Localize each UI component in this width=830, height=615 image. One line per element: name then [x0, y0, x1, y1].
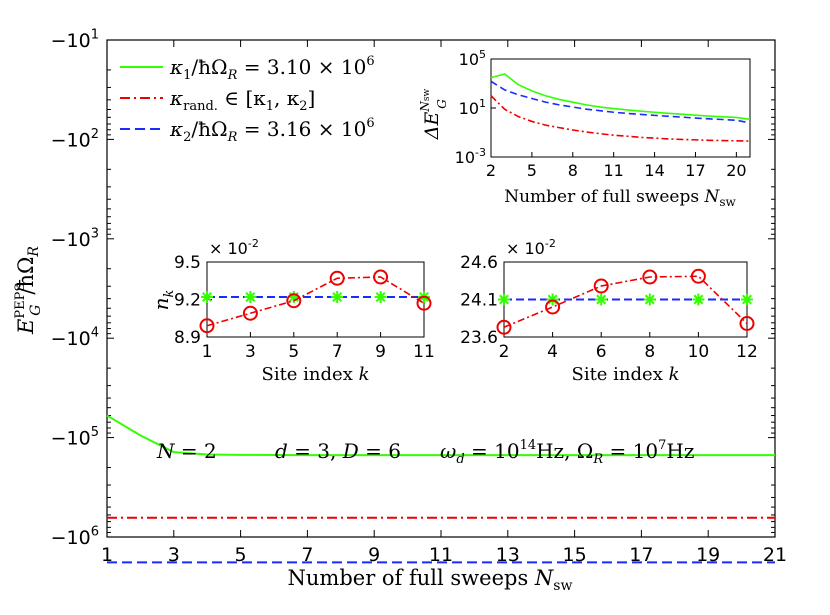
main-x-tick-label: 17 [629, 544, 653, 566]
inset-gap-series-3 [490, 95, 751, 142]
inset-nk-star-stroke [596, 294, 607, 305]
inset-nk-star-marker-2 [692, 293, 705, 306]
inset-nk-red-marker-2 [496, 319, 512, 335]
main-x-tick-label: 1 [101, 544, 113, 566]
inset-gap-x-tick-label: 8 [568, 161, 578, 180]
inset-gap-x-tick-label: 11 [604, 161, 624, 180]
inset-nk-x-tick-label-1: 3 [245, 342, 256, 362]
annotation-freqs: ωd = 1014Hz, ΩR = 107Hz [440, 438, 694, 467]
inset-nk-star-stroke [245, 292, 256, 302]
inset-gap-x-tick-label: 14 [644, 161, 664, 180]
inset-nk-star-marker-1 [244, 291, 257, 303]
inset-nk-star-stroke [644, 294, 655, 305]
inset-nk-x-tick-label-1: 7 [332, 342, 343, 362]
inset-nk-red-marker-2 [690, 268, 706, 284]
inset-nk-red-marker-2 [739, 316, 755, 331]
main-x-tick-label: 5 [235, 544, 247, 566]
inset-nk-multiplier-1: × 10-2 [209, 237, 259, 258]
inset-gap-y-tick-label: 105 [459, 48, 486, 69]
inset-nk-x-tick-label-2: 12 [736, 342, 758, 362]
inset-nk-y-tick-label-2: 24.6 [460, 253, 498, 273]
main-x-tick-label: 19 [696, 544, 720, 566]
main-y-tick-label: −106 [51, 524, 99, 549]
inset-nk-red-marker-1 [242, 305, 258, 321]
inset-gap-y-tick-label: 10-3 [455, 146, 486, 167]
inset-nk-red-marker-1 [329, 270, 345, 286]
inset-nk-y-tick-label-2: 24.1 [460, 291, 498, 311]
legend-label-1: κ1/ħΩR = 3.10 × 106 [169, 54, 375, 83]
main-x-tick-label: 11 [429, 544, 453, 566]
inset-nk-x-tick-label-2: 2 [499, 342, 510, 362]
main-x-axis-label: Number of full sweeps Nsw [288, 566, 573, 594]
main-x-tick-label: 7 [301, 544, 313, 566]
main-x-tick-label: 3 [168, 544, 180, 566]
inset-nk-star-marker-2 [741, 293, 753, 306]
main-y-tick-label: −101 [51, 27, 99, 52]
inset-nk-red-marker-1 [286, 293, 302, 309]
inset-nk-y-tick-label-1: 8.9 [174, 328, 201, 348]
main-y-tick-label: −102 [51, 127, 99, 152]
inset-nk-star-stroke [375, 292, 386, 302]
inset-nk-star-marker-2 [595, 293, 608, 306]
inset-nk-red-marker-1 [373, 269, 389, 285]
inset-gap-series-2 [490, 80, 751, 124]
inset-nk-red-line-2 [503, 275, 748, 328]
main-y-tick-label: −105 [51, 425, 99, 450]
legend-label-2: κrand. ∈ [κ1, κ2] [169, 86, 315, 114]
inset-nk-x-tick-label-1: 11 [413, 342, 435, 362]
inset-nk-background-1 [205, 260, 426, 339]
main-y-axis-label: EPEPSG/ħΩR [13, 246, 44, 335]
inset-nk-x-tick-label-1: 9 [375, 342, 386, 362]
main-x-tick-label: 21 [763, 544, 787, 566]
inset-nk-star-marker-2 [498, 293, 510, 306]
main-series-line-1 [106, 414, 775, 457]
inset-nk-x-tick-label-2: 6 [596, 342, 607, 362]
inset-nk-red-marker-1 [416, 295, 432, 311]
inset-nk-x-tick-label-1: 1 [202, 342, 213, 362]
main-x-tick-label: 15 [563, 544, 587, 566]
inset-gap-x-tick-label: 20 [726, 161, 746, 180]
annotation-dD: d = 3, D = 6 [275, 439, 401, 463]
inset-gap-x-tick-label: 2 [486, 161, 496, 180]
inset-gap-x-tick-label: 5 [527, 161, 537, 180]
inset-gap-background [489, 57, 752, 159]
inset-nk-star-marker-1 [331, 291, 344, 303]
annotation-n: N = 2 [156, 439, 217, 463]
inset-nk-y-tick-label-2: 23.6 [460, 328, 498, 348]
inset-nk-star-stroke [742, 294, 752, 305]
inset-nk-red-marker-2 [593, 278, 609, 294]
inset-nk-star-stroke [332, 292, 343, 302]
inset-nk-y-label: nk [149, 290, 177, 311]
inset-gap-series-1 [490, 73, 751, 121]
inset-nk-x-label-1: Site index k [261, 364, 369, 385]
main-x-tick-label: 9 [368, 544, 380, 566]
inset-gap-x-tick-label: 17 [685, 161, 705, 180]
inset-nk-red-line-1 [206, 276, 425, 327]
inset-nk-multiplier-2: × 10-2 [506, 237, 556, 258]
inset-nk-star-marker-1 [374, 291, 387, 303]
inset-nk-red-marker-1 [199, 318, 215, 334]
inset-gap-x-label: Number of full sweeps Nsw [504, 187, 736, 209]
inset-nk-star-marker-2 [643, 293, 656, 306]
inset-nk-star-stroke [202, 292, 212, 302]
inset-nk-y-tick-label-1: 9.2 [174, 291, 201, 311]
main-y-tick-label: −103 [51, 226, 99, 251]
inset-nk-x-tick-label-2: 10 [688, 342, 710, 362]
inset-nk-x-label-2: Site index k [571, 364, 679, 385]
legend-label-3: κ2/ħΩR = 3.16 × 106 [169, 116, 375, 145]
inset-nk-x-tick-label-2: 8 [644, 342, 655, 362]
inset-nk-x-tick-label-1: 5 [288, 342, 299, 362]
inset-nk-star-stroke [499, 294, 509, 305]
main-y-tick-label: −104 [51, 326, 99, 351]
inset-gap-y-label: ΔENswG [418, 88, 449, 140]
inset-nk-x-tick-label-2: 4 [547, 342, 558, 362]
inset-nk-red-marker-2 [642, 269, 658, 285]
inset-nk-star-marker-1 [201, 291, 213, 303]
inset-nk-y-tick-label-1: 9.5 [174, 253, 201, 273]
main-x-tick-label: 13 [496, 544, 520, 566]
inset-nk-star-stroke [693, 294, 704, 305]
inset-gap-y-tick-label: 101 [459, 97, 486, 118]
inset-nk-red-marker-2 [545, 299, 561, 315]
